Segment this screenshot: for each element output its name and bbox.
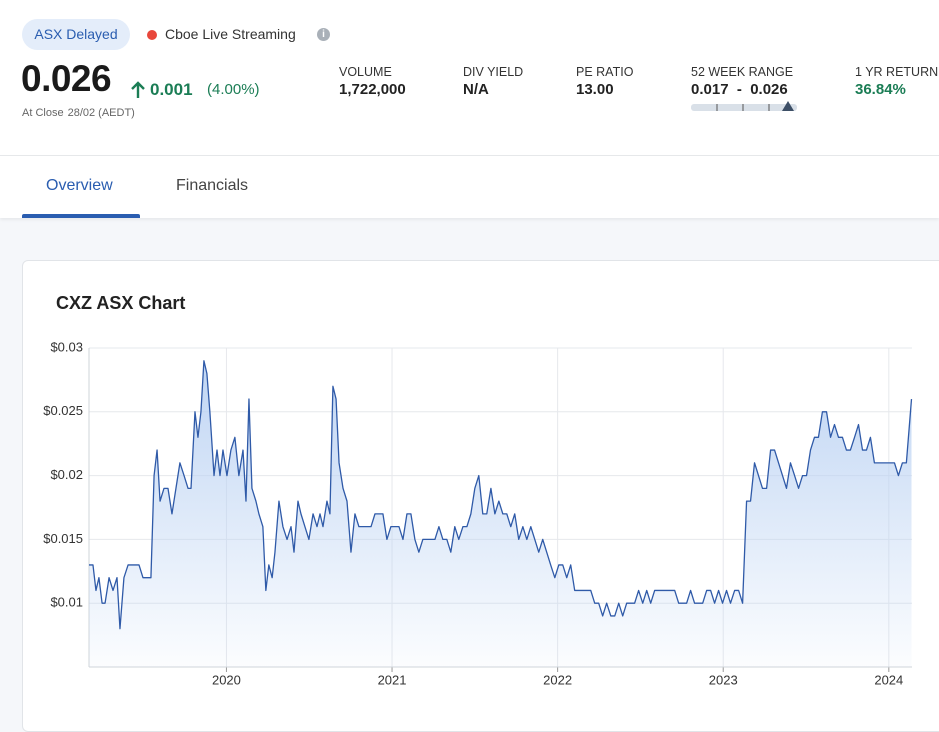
y-tick-label: $0.01: [50, 595, 83, 610]
tab[interactable]: Overview: [46, 177, 113, 194]
price: 0.026: [21, 58, 112, 99]
x-tick-label: 2024: [874, 672, 903, 687]
stat-value: 0.017 - 0.026: [691, 81, 788, 98]
stat-value: N/A: [463, 81, 489, 98]
tab-bar: Overview Financials: [0, 156, 939, 218]
live-label[interactable]: Cboe Live Streaming: [165, 26, 296, 42]
chart-title: CXZ ASX Chart: [56, 293, 185, 313]
stat-value: 13.00: [576, 81, 614, 98]
stat: PE RATIO 13.00: [576, 65, 633, 98]
x-tick-label: 2022: [543, 672, 572, 687]
quote-header: ASX Delayed Cboe Live Streaming i 0.026 …: [0, 0, 939, 156]
delayed-badge[interactable]: ASX Delayed: [22, 19, 130, 50]
price-change-pct: (4.00%): [207, 81, 260, 98]
stat-label: VOLUME: [339, 65, 392, 79]
price-change: 0.001: [150, 80, 193, 99]
chart-card: CXZ ASX Chart $0.01 $0.015 $0.02 $0.025 $0.0…: [22, 260, 939, 732]
stat-value: 36.84%: [855, 81, 906, 98]
stat: 1 YR RETURN 36.84%: [855, 65, 938, 98]
y-tick-label: $0.02: [50, 467, 83, 482]
tab-underline: [22, 214, 140, 218]
tab[interactable]: Financials: [176, 177, 249, 194]
stat: DIV YIELD N/A: [463, 65, 523, 98]
x-tick-label: 2020: [212, 672, 241, 687]
area: [89, 360, 912, 667]
info-icon[interactable]: i: [317, 28, 330, 41]
y-tick-label: $0.03: [50, 339, 83, 354]
up-arrow: [131, 81, 145, 98]
stat-label: DIV YIELD: [463, 65, 524, 79]
close-label: At Close: [22, 107, 64, 119]
stat-label: PE RATIO: [576, 65, 634, 79]
live-dot: [147, 30, 157, 40]
stat-label: 52 WEEK RANGE: [691, 65, 794, 79]
y-tick-label: $0.025: [43, 403, 83, 418]
close-info: At Close 28/02 (AEDT): [22, 107, 139, 119]
chart: CXZ ASX Chart $0.01 $0.015 $0.02 $0.025 $0.0…: [43, 293, 913, 687]
close-date: 28/02 (AEDT): [67, 107, 135, 119]
stat: 52 WEEK RANGE 0.017 - 0.026: [691, 65, 793, 98]
stat: VOLUME 1,722,000: [339, 65, 406, 98]
x-tick-label: 2023: [709, 672, 738, 687]
x-tick-label: 2021: [378, 672, 407, 687]
stat-label: 1 YR RETURN: [855, 65, 939, 79]
y-tick-label: $0.015: [43, 531, 83, 546]
stat-value: 1,722,000: [339, 81, 406, 98]
range-bar: [691, 101, 797, 111]
line: [89, 360, 913, 630]
